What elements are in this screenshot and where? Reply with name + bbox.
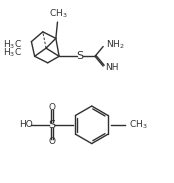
Text: HO: HO: [20, 120, 33, 129]
Text: CH$_3$: CH$_3$: [49, 8, 68, 20]
Text: CH$_3$: CH$_3$: [129, 119, 148, 131]
Text: H$_3$C: H$_3$C: [3, 39, 22, 51]
Text: S: S: [48, 120, 55, 130]
Text: S: S: [76, 51, 83, 61]
Text: O: O: [48, 137, 55, 146]
Text: H$_3$C: H$_3$C: [3, 47, 22, 59]
Text: NH: NH: [106, 63, 119, 72]
Text: O: O: [48, 103, 55, 112]
Text: NH$_2$: NH$_2$: [106, 39, 124, 51]
